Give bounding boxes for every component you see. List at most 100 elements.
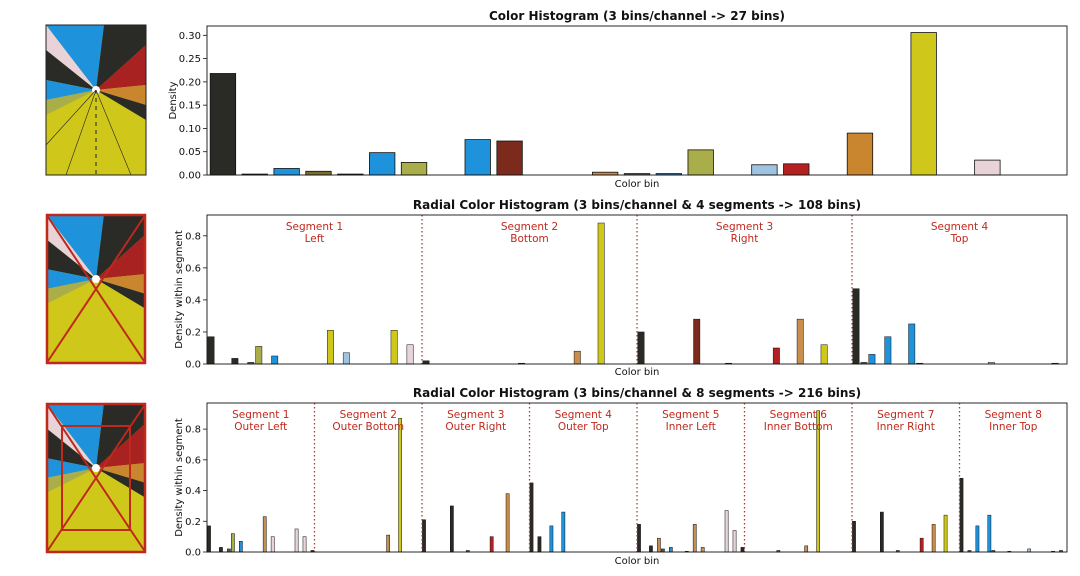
- segment-label-position: Left: [305, 233, 325, 245]
- thumbnail-image-2: [45, 213, 147, 365]
- bar-bin-71: [489, 536, 494, 553]
- bar-bin-6: [231, 533, 235, 553]
- segment-label-number: Segment 7: [877, 409, 934, 421]
- y-tick-label: 0.05: [179, 147, 201, 158]
- y-tick-label: 0.15: [179, 101, 201, 112]
- axes-frame: [206, 402, 1068, 553]
- bar-bin-3: [305, 170, 332, 176]
- chart-title: Color Histogram (3 bins/channel -> 27 bi…: [489, 9, 785, 23]
- x-axis-label: Color bin: [615, 179, 660, 190]
- bar-bin-25: [406, 344, 414, 365]
- chart-color-histogram: 0.00 0.05 0.10 0.15 0.20 0.25 0.30 Color Histog…: [168, 9, 1068, 190]
- axes-frame: [206, 214, 1068, 365]
- segment-label-position: Outer Left: [234, 421, 287, 433]
- bar-bin-17: [342, 352, 350, 365]
- y-axis-label: Density within segment: [174, 418, 185, 537]
- y-tick-label: 0.6: [185, 263, 201, 274]
- segment-label-position: Outer Top: [558, 421, 609, 433]
- bar-bin-71: [772, 347, 780, 365]
- bar-bin-162: [852, 521, 856, 553]
- bar-bin-81: [852, 288, 860, 365]
- segment-label-number: Segment 8: [985, 409, 1042, 421]
- segment-label-number: Segment 2: [340, 409, 397, 421]
- y-tick-label: 0.2: [185, 327, 201, 338]
- y-tick-label: 0.00: [179, 171, 201, 182]
- bar-bin-6: [400, 162, 428, 176]
- bar-bin-46: [573, 350, 581, 365]
- y-tick-label: 0.4: [185, 295, 201, 306]
- axes-frame: [206, 25, 1068, 176]
- bar-bin-0: [207, 336, 215, 365]
- y-axis-label: Density within segment: [174, 230, 185, 349]
- y-tick-label: 0.0: [185, 360, 201, 371]
- bar-bin-8: [464, 139, 491, 176]
- bar-bin-0: [207, 525, 211, 553]
- bar-bin-15: [687, 149, 714, 176]
- bar-bin-85: [884, 336, 892, 365]
- bar-bin-2: [273, 168, 300, 176]
- y-tick-label: 0.2: [185, 517, 201, 528]
- segment-label-number: Segment 1: [232, 409, 289, 421]
- y-tick-label: 0.20: [179, 77, 201, 88]
- bar-bin-61: [693, 318, 701, 365]
- bar-bin-185: [943, 514, 948, 553]
- segment-label-number: Segment 4: [555, 409, 613, 421]
- bar-bin-22: [294, 528, 299, 553]
- y-tick-label: 0.0: [185, 548, 201, 559]
- thumbnail-image-1: [45, 24, 147, 176]
- bar-bin-8: [239, 541, 243, 553]
- bar-bin-108: [637, 524, 641, 553]
- bar-bin-86: [549, 525, 554, 553]
- bar-bin-3: [219, 547, 223, 553]
- bar-bin-15: [326, 330, 334, 365]
- segment-label-position: Top: [950, 233, 969, 245]
- segment-label-position: Inner Left: [666, 421, 716, 433]
- bar-bin-134: [740, 547, 745, 553]
- y-tick-label: 0.6: [185, 455, 201, 466]
- bar-bin-132: [732, 530, 737, 553]
- bar-bin-182: [931, 524, 936, 553]
- bar-bin-74: [796, 318, 804, 365]
- bar-bin-81: [529, 482, 534, 553]
- bar-bin-8: [271, 355, 279, 365]
- segment-label-number: Segment 2: [501, 221, 558, 233]
- x-axis-label: Color bin: [615, 556, 660, 567]
- bar-bin-179: [919, 537, 924, 553]
- y-tick-label: 0.10: [179, 124, 201, 135]
- bar-bin-27: [422, 360, 430, 365]
- bar-bin-45: [386, 534, 390, 553]
- bar-bin-193: [975, 525, 980, 553]
- bar-bin-14: [262, 516, 267, 553]
- segment-label-position: Outer Right: [445, 421, 506, 433]
- chart-title: Radial Color Histogram (3 bins/channel &…: [413, 198, 861, 212]
- bar-bin-20: [846, 132, 874, 176]
- y-tick-label: 0.8: [185, 425, 201, 436]
- bar-bin-61: [450, 505, 454, 553]
- y-tick-label: 0.30: [179, 31, 201, 42]
- bar-bin-54: [637, 331, 645, 365]
- bar-bin-54: [422, 519, 426, 553]
- bar-bin-116: [669, 547, 673, 553]
- segment-label-position: Right: [731, 233, 759, 245]
- chart-title: Radial Color Histogram (3 bins/channel &…: [413, 386, 861, 400]
- bar-bin-189: [959, 478, 964, 553]
- thumbnail-image-3: [45, 402, 147, 554]
- segment-label-number: Segment 1: [286, 221, 343, 233]
- bar-bin-75: [505, 493, 510, 553]
- bar-bin-150: [804, 545, 809, 553]
- bar-bin-169: [880, 511, 884, 553]
- bar-bin-88: [908, 323, 916, 365]
- segment-label-number: Segment 5: [662, 409, 719, 421]
- x-axis-label: Color bin: [615, 367, 660, 378]
- segment-label-position: Inner Right: [877, 421, 935, 433]
- segment-label-position: Inner Bottom: [764, 421, 833, 433]
- segment-label-number: Segment 3: [447, 409, 504, 421]
- segment-label-position: Bottom: [510, 233, 549, 245]
- bar-bin-22: [910, 32, 937, 176]
- bar-bin-89: [561, 511, 566, 553]
- bar-bin-9: [496, 140, 523, 176]
- segment-label-position: Outer Bottom: [332, 421, 404, 433]
- bar-bin-24: [302, 536, 307, 553]
